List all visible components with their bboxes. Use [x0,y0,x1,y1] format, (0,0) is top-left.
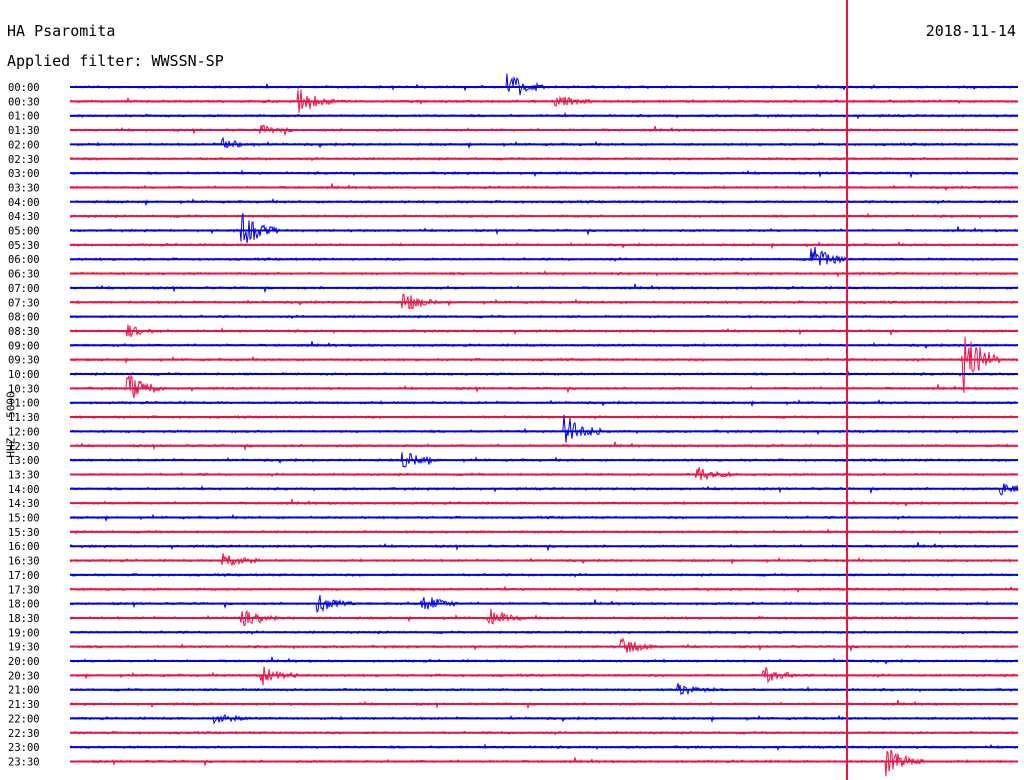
trace-0000 [69,73,1019,96]
time-label: 15:30 [8,527,40,539]
time-label: 21:30 [8,699,40,711]
time-label: 14:00 [8,484,40,496]
time-label: 08:30 [8,326,40,338]
time-label: 19:30 [8,642,40,654]
time-label: 13:00 [8,455,40,467]
time-label: 06:00 [8,254,40,266]
time-label: 01:00 [8,111,40,123]
time-label: 09:30 [8,355,40,367]
time-label: 13:30 [8,469,40,481]
time-label: 05:30 [8,240,40,252]
time-label: 14:30 [8,498,40,510]
time-label: 18:30 [8,613,40,625]
trace-1200 [69,414,1019,443]
time-label: 21:00 [8,685,40,697]
time-label: 19:00 [8,627,40,639]
time-label: 10:00 [8,369,40,381]
time-label: 12:30 [8,441,40,453]
station-name: HA Psaromita [7,22,116,40]
time-label: 02:00 [8,139,40,151]
time-label: 11:00 [8,398,40,410]
time-label: 17:30 [8,584,40,596]
time-label: 18:00 [8,599,40,611]
time-label: 20:00 [8,656,40,668]
time-label: 04:00 [8,197,40,209]
trace-2330 [69,749,1019,777]
time-label: 07:30 [8,297,40,309]
time-label: 11:30 [8,412,40,424]
time-label: 22:30 [8,728,40,740]
filter-label: Applied filter: WWSSN-SP [7,52,224,70]
time-label: 05:00 [8,226,40,238]
time-label: 17:00 [8,570,40,582]
time-label: 16:30 [8,556,40,568]
trace-1030 [69,373,1019,399]
time-label: 06:30 [8,269,40,281]
time-label: 07:00 [8,283,40,295]
time-label: 20:30 [8,670,40,682]
time-label: 03:30 [8,182,40,194]
time-label: 00:00 [8,82,40,94]
time-label: 03:00 [8,168,40,180]
time-label: 00:30 [8,96,40,108]
time-label: 16:00 [8,541,40,553]
trace-1630 [69,553,1019,567]
time-label: 04:30 [8,211,40,223]
time-label: 23:00 [8,742,40,754]
time-label: 22:00 [8,713,40,725]
trace-0200 [69,136,1019,149]
record-date: 2018-11-14 [925,22,1016,40]
trace-0600 [69,246,1019,266]
time-label: 02:30 [8,154,40,166]
time-label: 08:00 [8,312,40,324]
time-label: 23:30 [8,756,40,768]
trace-0500 [69,213,1019,244]
time-label: 12:00 [8,426,40,438]
time-label: 09:00 [8,340,40,352]
time-label: 10:30 [8,383,40,395]
time-label: 15:00 [8,513,40,525]
time-label: 01:30 [8,125,40,137]
